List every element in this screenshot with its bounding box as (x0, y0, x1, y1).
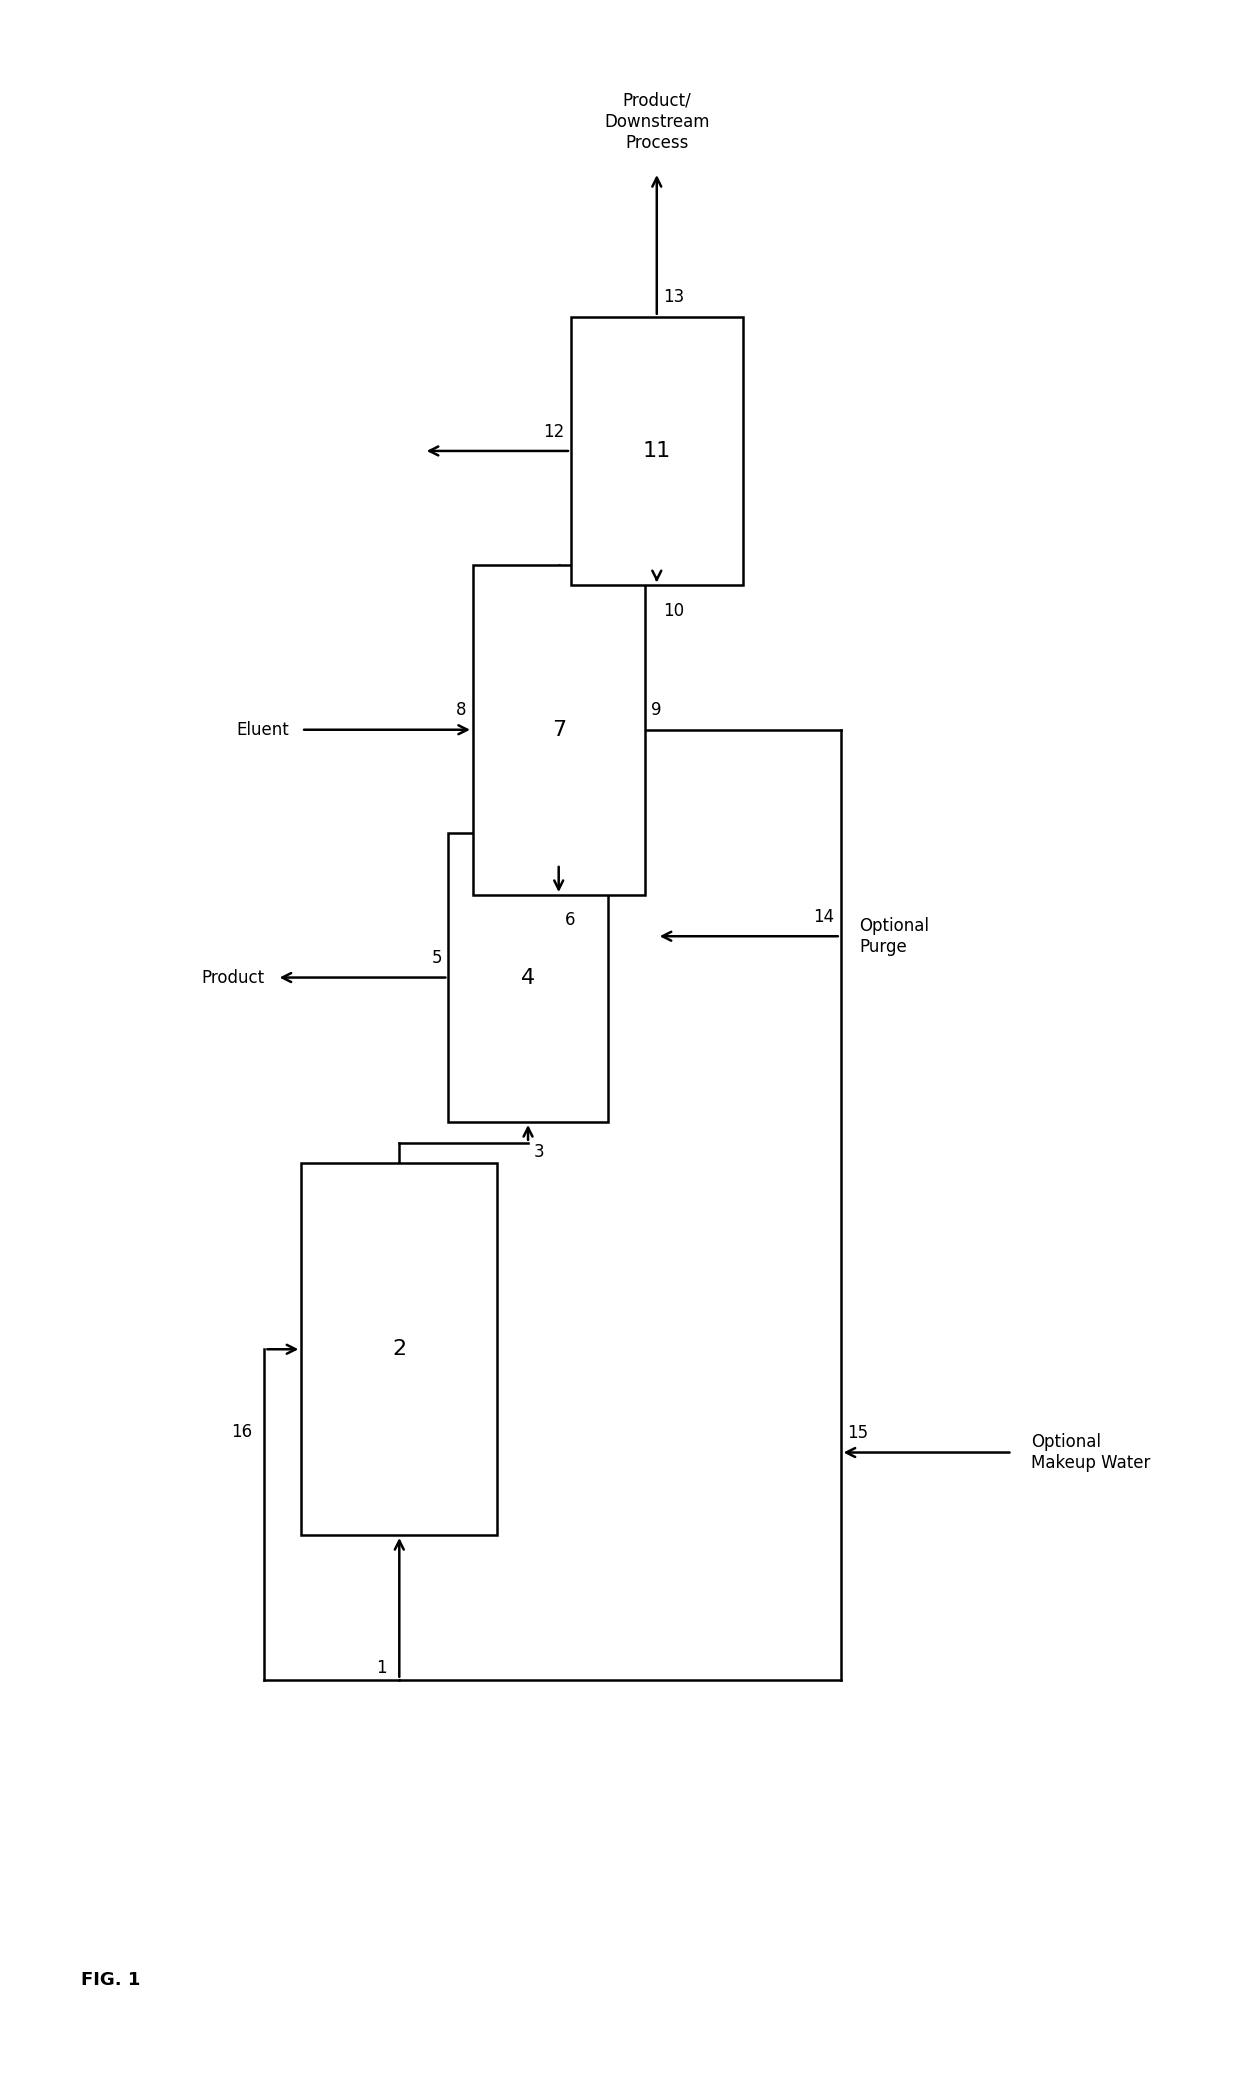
Text: 2: 2 (392, 1339, 407, 1360)
Text: 11: 11 (642, 441, 671, 462)
Text: 14: 14 (813, 909, 835, 925)
Text: FIG. 1: FIG. 1 (81, 1971, 140, 1990)
Text: 8: 8 (456, 701, 466, 719)
Text: 6: 6 (565, 911, 575, 929)
Bar (472, 565, 645, 894)
Text: 3: 3 (534, 1143, 544, 1160)
Text: 12: 12 (543, 422, 565, 441)
Text: 4: 4 (521, 967, 536, 988)
Bar (570, 316, 743, 584)
Text: Eluent: Eluent (236, 721, 289, 738)
Text: 13: 13 (663, 289, 684, 306)
Text: 15: 15 (847, 1424, 868, 1443)
Text: 10: 10 (663, 601, 684, 620)
Text: 1: 1 (377, 1659, 387, 1678)
Text: 9: 9 (651, 701, 661, 719)
Bar (449, 834, 608, 1123)
Text: Optional
Makeup Water: Optional Makeup Water (1030, 1432, 1151, 1472)
Text: Product: Product (201, 969, 264, 988)
Text: Optional
Purge: Optional Purge (859, 917, 929, 956)
Text: 16: 16 (231, 1422, 252, 1441)
Text: 5: 5 (432, 950, 443, 967)
Text: Product/
Downstream
Process: Product/ Downstream Process (604, 91, 709, 152)
Text: 7: 7 (552, 719, 565, 740)
Bar (301, 1164, 497, 1534)
